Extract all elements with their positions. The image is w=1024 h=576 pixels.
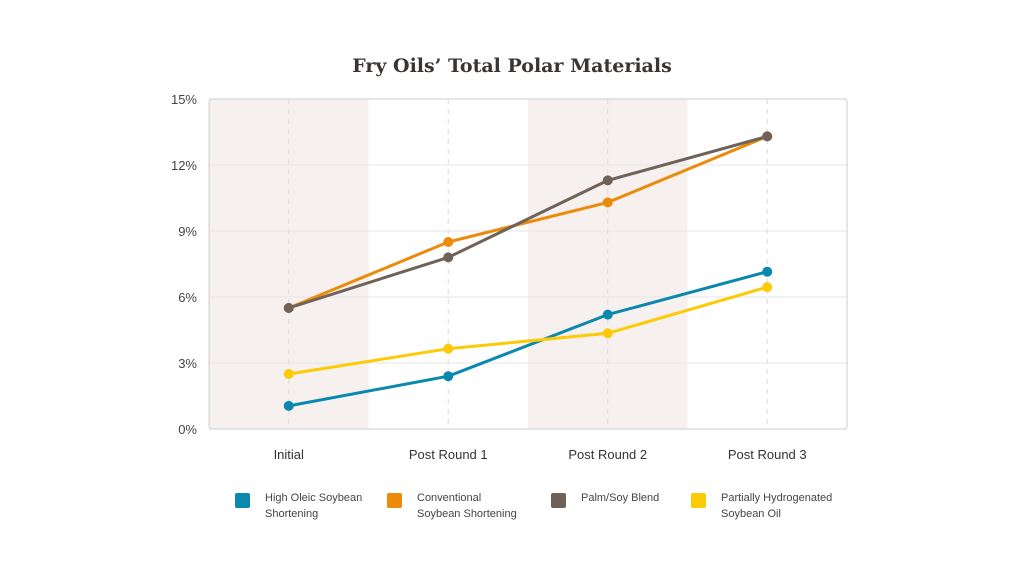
series-line — [288, 135, 768, 310]
legend-item[interactable]: High Oleic Soybean Shortening — [235, 490, 363, 522]
legend-label: High Oleic Soybean Shortening — [265, 492, 363, 520]
legend-label: Palm/Soy Blend — [581, 492, 660, 504]
data-point — [283, 400, 294, 411]
legend-swatch — [387, 493, 402, 508]
y-tick-label: 9% — [178, 224, 197, 239]
legend-swatch — [691, 493, 706, 508]
y-tick-label: 0% — [178, 422, 197, 437]
legend-item[interactable]: Partially Hydrogenated Soybean Oil — [691, 490, 841, 522]
data-point — [443, 252, 454, 263]
x-tick-label: Post Round 2 — [568, 447, 647, 462]
data-point — [443, 343, 454, 354]
plot-border — [208, 98, 848, 430]
legend-item[interactable]: Conventional Soybean Shortening — [387, 490, 527, 522]
series-line — [288, 134, 768, 310]
y-tick-label: 15% — [171, 92, 197, 107]
x-tick-label: Post Round 1 — [409, 447, 488, 462]
legend-swatch — [551, 493, 566, 508]
chart-title: Fry Oils’ Total Polar Materials — [352, 55, 672, 77]
data-point — [443, 371, 454, 382]
legend-label: Conventional Soybean Shortening — [417, 492, 517, 520]
x-tick-label: Post Round 3 — [728, 447, 807, 462]
data-point — [602, 328, 613, 339]
data-point — [602, 309, 613, 320]
data-point — [762, 282, 773, 293]
legend-swatch — [235, 493, 250, 508]
series-line — [288, 285, 768, 376]
data-point — [762, 131, 773, 142]
legend: High Oleic Soybean Shortening Conventiona… — [0, 490, 1024, 540]
y-tick-label: 3% — [178, 356, 197, 371]
data-point — [443, 237, 454, 247]
y-tick-label: 6% — [178, 290, 197, 305]
data-point — [602, 197, 613, 208]
data-point — [602, 175, 613, 186]
series-line — [288, 270, 768, 408]
x-tick-label: Initial — [274, 447, 304, 462]
y-tick-label: 12% — [171, 158, 197, 173]
data-point — [283, 303, 294, 313]
data-point — [762, 266, 773, 277]
legend-item[interactable]: Palm/Soy Blend — [551, 490, 691, 508]
data-point — [283, 369, 294, 379]
legend-label: Partially Hydrogenated Soybean Oil — [721, 492, 833, 520]
